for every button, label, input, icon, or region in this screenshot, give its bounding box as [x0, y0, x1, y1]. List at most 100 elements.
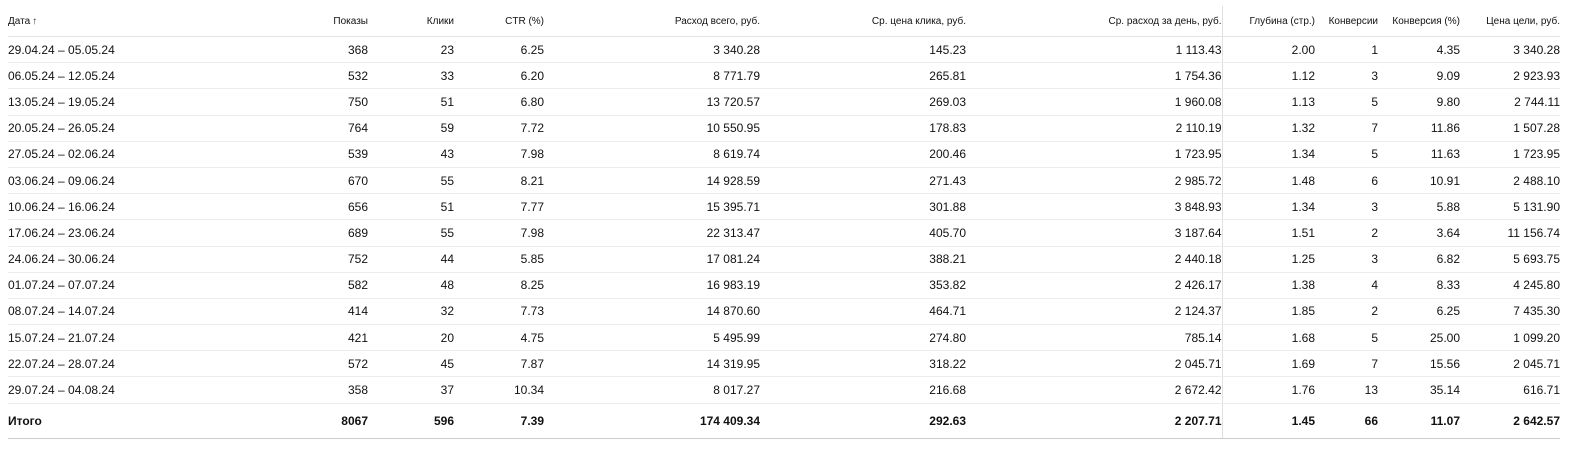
conversions-cell: 3 — [1315, 193, 1378, 221]
conversions-cell: 5 — [1315, 141, 1378, 168]
header-goal-cost[interactable]: Цена цели, руб. — [1460, 6, 1560, 37]
header-label: Показы — [333, 15, 368, 27]
total-cell: 66 — [1315, 403, 1378, 439]
table-row[interactable]: 13.05.24 – 19.05.24 750 51 6.80 13 720.57 269… — [8, 88, 1560, 116]
header-ctr[interactable]: CTR (%) — [454, 6, 544, 37]
header-clicks[interactable]: Клики — [368, 6, 454, 37]
conv-rate-cell: 35.14 — [1378, 376, 1460, 404]
header-label: Дата — [8, 15, 31, 27]
spend-cell: 14 928.59 — [544, 167, 760, 195]
table-row[interactable]: 27.05.24 – 02.06.24 539 43 7.98 8 619.74 200.… — [8, 141, 1560, 168]
clicks-cell: 44 — [368, 246, 454, 273]
depth-cell: 1.85 — [1222, 298, 1315, 326]
table-row[interactable]: 22.07.24 – 28.07.24 572 45 7.87 14 319.95 318… — [8, 350, 1560, 378]
header-conv-rate[interactable]: Конверсия (%) — [1378, 6, 1460, 37]
spend-cell: 16 983.19 — [544, 272, 760, 299]
avg-daily-cell: 2 426.17 — [966, 272, 1223, 299]
depth-cell: 2.00 — [1222, 36, 1315, 64]
ctr-cell: 8.21 — [454, 167, 544, 195]
date-cell: 20.05.24 – 26.05.24 — [8, 115, 148, 142]
header-depth[interactable]: Глубина (стр.) — [1222, 6, 1315, 37]
depth-cell: 1.76 — [1222, 376, 1315, 404]
table-row[interactable]: 01.07.24 – 07.07.24 582 48 8.25 16 983.19 353… — [8, 272, 1560, 299]
table-row[interactable]: 24.06.24 – 30.06.24 752 44 5.85 17 081.24 388… — [8, 246, 1560, 273]
shows-cell: 414 — [148, 298, 368, 326]
conv-rate-cell: 3.64 — [1378, 219, 1460, 247]
conversions-cell: 6 — [1315, 167, 1378, 195]
date-cell: 06.05.24 – 12.05.24 — [8, 62, 148, 90]
header-conversions[interactable]: Конверсии — [1315, 6, 1378, 37]
clicks-cell: 23 — [368, 36, 454, 64]
spend-cell: 10 550.95 — [544, 115, 760, 142]
total-cell: 11.07 — [1378, 403, 1460, 439]
conversions-cell: 3 — [1315, 62, 1378, 90]
spend-cell: 3 340.28 — [544, 36, 760, 64]
date-cell: 15.07.24 – 21.07.24 — [8, 324, 148, 352]
avg-cpc-cell: 318.22 — [760, 350, 966, 378]
header-label: Конверсии — [1328, 15, 1378, 27]
table-row[interactable]: 15.07.24 – 21.07.24 421 20 4.75 5 495.99 274.… — [8, 324, 1560, 352]
conv-rate-cell: 6.25 — [1378, 298, 1460, 326]
header-date[interactable]: Дата ↑ — [8, 6, 148, 37]
conv-rate-cell: 11.63 — [1378, 141, 1460, 168]
clicks-cell: 48 — [368, 272, 454, 299]
total-cell: 174 409.34 — [544, 403, 760, 439]
spend-cell: 8 771.79 — [544, 62, 760, 90]
conv-rate-cell: 11.86 — [1378, 115, 1460, 142]
shows-cell: 572 — [148, 350, 368, 378]
header-avg-cpc[interactable]: Ср. цена клика, руб. — [760, 6, 966, 37]
goal-cost-cell: 1 723.95 — [1460, 141, 1560, 168]
ctr-cell: 6.20 — [454, 62, 544, 90]
shows-cell: 752 — [148, 246, 368, 273]
goal-cost-cell: 2 923.93 — [1460, 62, 1560, 90]
ctr-cell: 6.25 — [454, 36, 544, 64]
goal-cost-cell: 2 488.10 — [1460, 167, 1560, 195]
ctr-cell: 8.25 — [454, 272, 544, 299]
shows-cell: 670 — [148, 167, 368, 195]
avg-daily-cell: 1 113.43 — [966, 36, 1223, 64]
conversions-cell: 3 — [1315, 246, 1378, 273]
conv-rate-cell: 25.00 — [1378, 324, 1460, 352]
avg-daily-cell: 785.14 — [966, 324, 1223, 352]
total-cell: 596 — [368, 403, 454, 439]
report-table-container: Дата ↑ Показы Клики CTR (%) Расход всего,… — [8, 6, 1560, 439]
header-shows[interactable]: Показы — [148, 6, 368, 37]
date-cell: 29.04.24 – 05.05.24 — [8, 36, 148, 64]
header-label: Ср. цена клика, руб. — [871, 15, 966, 27]
ctr-cell: 7.73 — [454, 298, 544, 326]
header-label: Глубина (стр.) — [1249, 15, 1315, 27]
table-row[interactable]: 03.06.24 – 09.06.24 670 55 8.21 14 928.59 271… — [8, 167, 1560, 195]
header-label: Расход всего, руб. — [674, 15, 760, 27]
clicks-cell: 55 — [368, 167, 454, 195]
table-row[interactable]: 17.06.24 – 23.06.24 689 55 7.98 22 313.47 405… — [8, 219, 1560, 247]
avg-cpc-cell: 464.71 — [760, 298, 966, 326]
clicks-cell: 37 — [368, 376, 454, 404]
conversions-cell: 4 — [1315, 272, 1378, 299]
shows-cell: 532 — [148, 62, 368, 90]
header-avg-daily[interactable]: Ср. расход за день, руб. — [966, 6, 1223, 37]
avg-daily-cell: 1 960.08 — [966, 88, 1223, 116]
table-row[interactable]: 10.06.24 – 16.06.24 656 51 7.77 15 395.71 301… — [8, 193, 1560, 221]
table-row[interactable]: 06.05.24 – 12.05.24 532 33 6.20 8 771.79 265.… — [8, 62, 1560, 90]
clicks-cell: 43 — [368, 141, 454, 168]
table-row[interactable]: 29.04.24 – 05.05.24 368 23 6.25 3 340.28 145.… — [8, 36, 1560, 64]
avg-daily-cell: 3 187.64 — [966, 219, 1223, 247]
table-row[interactable]: 29.07.24 – 04.08.24 358 37 10.34 8 017.27 216… — [8, 376, 1560, 404]
spend-cell: 17 081.24 — [544, 246, 760, 273]
spend-cell: 13 720.57 — [544, 88, 760, 116]
goal-cost-cell: 4 245.80 — [1460, 272, 1560, 299]
depth-cell: 1.51 — [1222, 219, 1315, 247]
avg-cpc-cell: 200.46 — [760, 141, 966, 168]
table-row[interactable]: 20.05.24 – 26.05.24 764 59 7.72 10 550.95 178… — [8, 115, 1560, 142]
avg-cpc-cell: 216.68 — [760, 376, 966, 404]
ctr-cell: 10.34 — [454, 376, 544, 404]
total-cell: 2 207.71 — [966, 403, 1223, 439]
conv-rate-cell: 10.91 — [1378, 167, 1460, 195]
avg-cpc-cell: 301.88 — [760, 193, 966, 221]
header-spend[interactable]: Расход всего, руб. — [544, 6, 760, 37]
header-label: Ср. расход за день, руб. — [1108, 15, 1222, 27]
ctr-cell: 6.80 — [454, 88, 544, 116]
clicks-cell: 45 — [368, 350, 454, 378]
table-row[interactable]: 08.07.24 – 14.07.24 414 32 7.73 14 870.60 464… — [8, 298, 1560, 326]
goal-cost-cell: 616.71 — [1460, 376, 1560, 404]
